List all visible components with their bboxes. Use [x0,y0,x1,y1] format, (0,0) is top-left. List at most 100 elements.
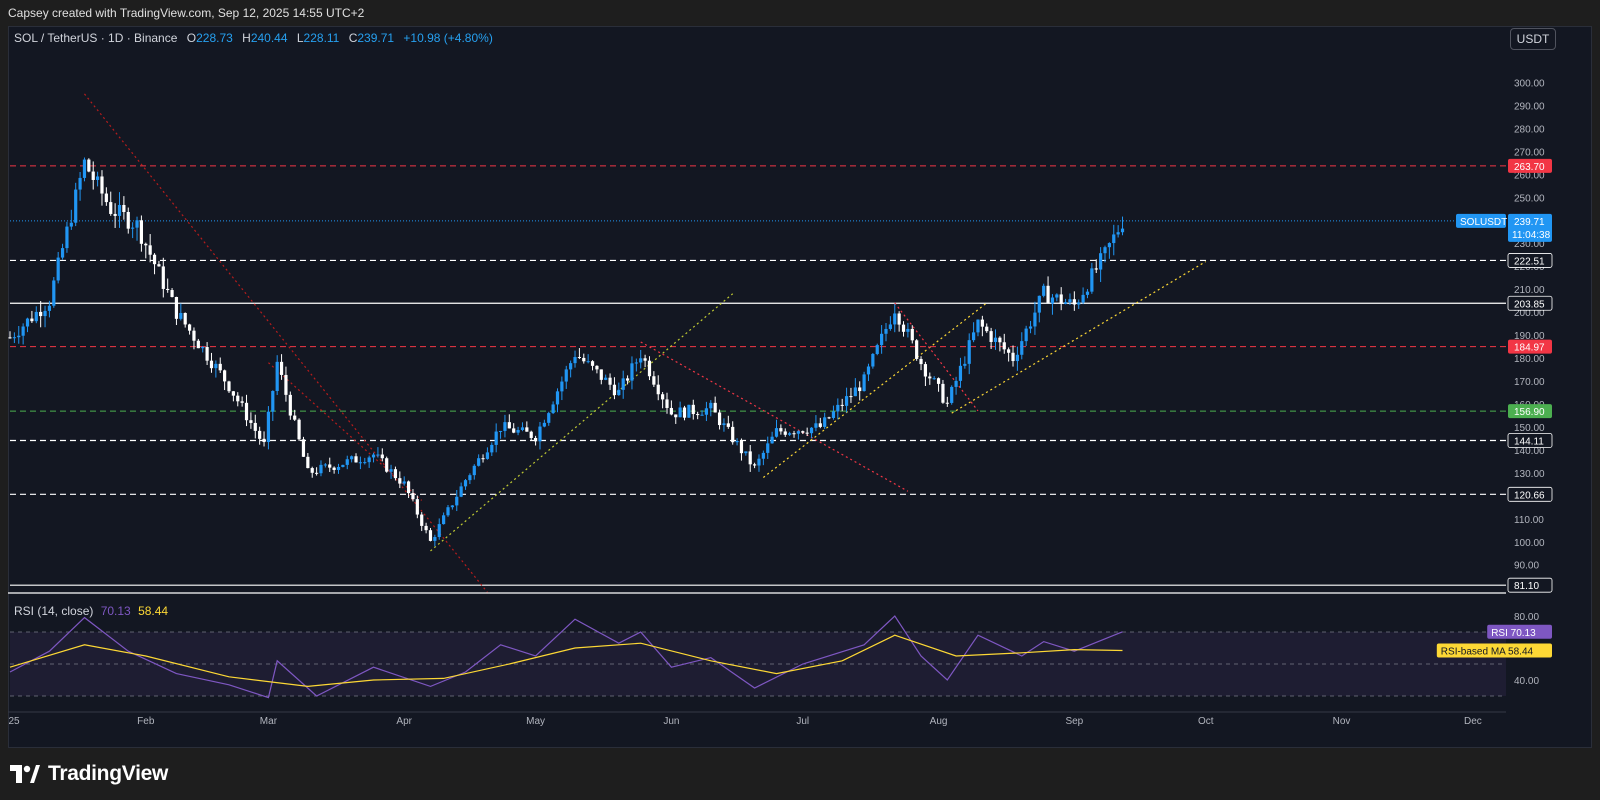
price-tick: 150.00 [1514,423,1545,434]
candle-body [831,411,836,418]
rsi-line-label: RSI 70.13 [1491,628,1536,639]
candle-body [490,444,494,453]
currency-button[interactable]: USDT [1510,28,1556,50]
rsi-title: RSI (14, close) [14,604,94,618]
candle-body [520,427,525,430]
candle-body [205,347,209,361]
candle-body [494,431,498,445]
candle-body [100,176,104,194]
candle-body [389,469,393,472]
candle-body [560,381,564,392]
price-tick: 130.00 [1514,469,1545,480]
candle-body [39,311,43,317]
candle-body [998,337,1002,343]
candle-body [529,431,533,438]
candle-body [336,466,341,470]
candle-body [415,499,419,515]
candle-body [897,313,901,325]
candle-body [402,481,406,484]
candle-body [1037,295,1041,313]
candle-body [503,422,507,431]
candle-body [639,358,643,363]
candle-body [805,432,809,434]
candle-body [47,305,52,311]
candle-body [358,462,362,464]
price-tick: 200.00 [1514,308,1545,319]
candle-body [599,369,603,380]
candle-body [227,381,231,392]
trendline [83,93,488,593]
candle-body [323,464,327,466]
candle-body [844,396,849,406]
trendlines [83,93,1207,593]
candle-body [866,366,871,375]
candle-body [135,220,139,228]
candle-body [507,422,511,429]
candle-body [139,220,143,244]
candle-body [437,524,441,537]
candle-body [30,318,34,322]
price-levels [10,165,1506,586]
candle-body [625,378,630,381]
candle-body [319,464,323,474]
candle-body [406,481,411,494]
high-label: H [242,31,251,45]
candle-body [761,452,765,459]
candle-body [709,402,713,409]
candle-body [1002,342,1006,350]
candle-body [1103,247,1107,254]
time-label: Nov [1333,716,1351,727]
candles [8,157,1125,547]
tradingview-brand[interactable]: TradingView [48,762,169,785]
candle-body [1059,294,1063,304]
candle-body [722,423,726,426]
price-level-label: 144.11 [1514,436,1544,447]
candle-body [266,411,271,443]
candle-body [183,312,187,325]
rsi-line-tag [1487,624,1552,639]
trendline [951,261,1207,414]
candle-body [525,427,529,432]
price-level-tag [1507,253,1553,268]
candle-body [78,177,82,190]
candle-body [148,245,152,255]
candle-body [665,399,669,408]
time-label: Apr [396,716,412,727]
candle-body [862,374,866,392]
candle-body [104,193,108,203]
candle-body [1107,243,1111,248]
candle-body [647,360,652,377]
candle-body [880,333,884,346]
rsi-legend: RSI (14, close) 70.13 58.44 [14,603,168,619]
candle-body [538,426,542,442]
candle-body [713,402,717,413]
candle-body [166,288,170,291]
candle-body [126,211,130,229]
candle-body [809,427,814,434]
candle-body [1112,234,1116,244]
candle-body [275,361,279,391]
candle-body [687,404,691,418]
candle-body [1077,302,1081,305]
candle-body [1033,312,1037,327]
candle-body [674,414,678,418]
candle-body [788,433,792,435]
low-label: L [296,31,304,45]
candle-body [442,515,446,525]
candle-body [1050,297,1055,304]
candle-body [936,378,941,384]
candle-body [612,384,617,396]
candle-body [1055,294,1059,298]
candle-body [836,404,840,412]
candle-body [1007,349,1011,353]
price-level-label: 156.90 [1514,407,1545,418]
candle-body [253,422,257,431]
candle-body [144,243,148,246]
candle-body [380,454,384,459]
price-level-label: 184.97 [1514,343,1545,354]
candle-body [586,361,590,363]
candle-body [258,430,262,439]
tradingview-logo-icon[interactable] [10,765,40,783]
candle-body [8,337,12,339]
